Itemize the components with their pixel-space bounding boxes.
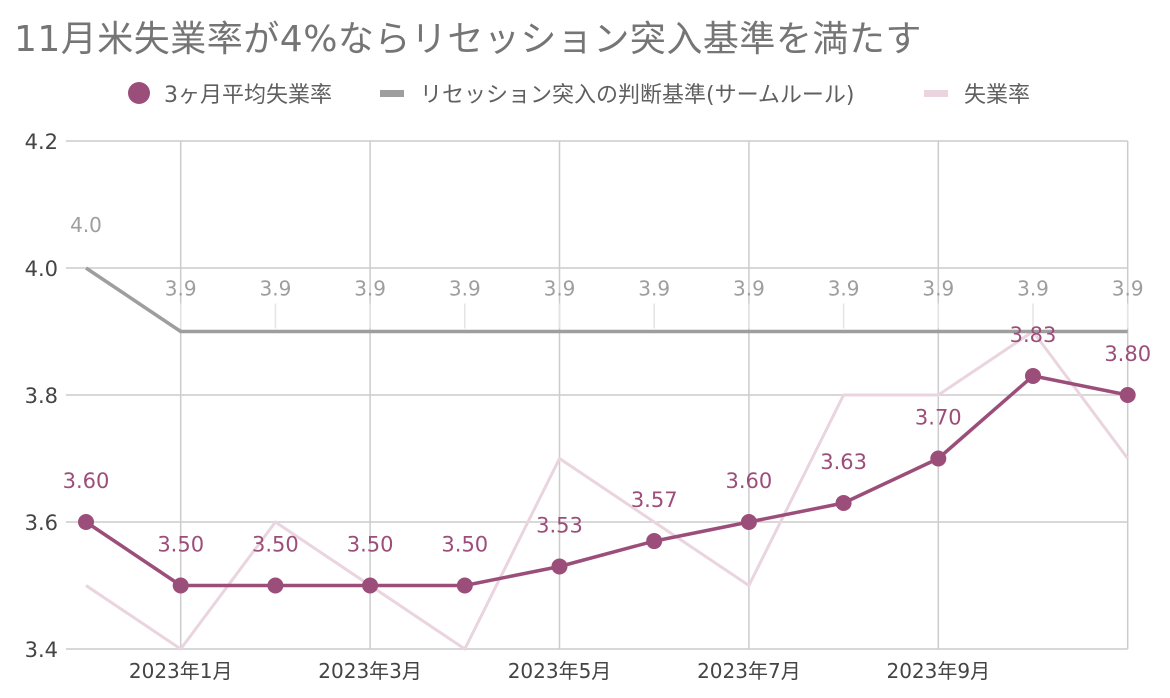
- data-label-sahm-rule: 3.9: [449, 277, 481, 301]
- y-tick-label: 3.4: [25, 638, 58, 662]
- data-label-sahm-rule: 3.9: [165, 277, 197, 301]
- data-label-avg: 3.50: [252, 533, 299, 557]
- legend-item-unemployment: 失業率: [924, 76, 1030, 110]
- series-line-sahm-rule: [85, 266, 1128, 334]
- data-label-sahm-rule: 3.9: [638, 277, 670, 301]
- legend-label-sahm-rule: リセッション突入の判断基準(サームルール): [420, 83, 855, 108]
- data-label-avg: 3.83: [1010, 323, 1057, 347]
- data-label-avg: 3.50: [157, 533, 204, 557]
- y-tick-label: 4.2: [25, 130, 58, 154]
- data-label-sahm-rule: 3.9: [828, 277, 860, 301]
- data-point-avg: [1025, 367, 1041, 384]
- data-label-avg: 3.60: [63, 469, 110, 493]
- data-label-sahm-rule: 3.9: [544, 277, 576, 301]
- chart-title: 11月米失業率が4%ならリセッション突入基準を満たす: [14, 19, 922, 60]
- legend-label-avg: 3ヶ月平均失業率: [164, 83, 332, 108]
- x-tick-label: 2023年7月: [697, 659, 801, 683]
- x-tick-label: 2023年1月: [129, 659, 233, 683]
- series-line-unemployment: [85, 330, 1129, 651]
- y-tick-label: 4.0: [25, 257, 58, 281]
- legend-item-avg: 3ヶ月平均失業率: [128, 76, 332, 110]
- data-label-sahm-rule: 3.9: [354, 277, 386, 301]
- data-point-avg: [835, 494, 852, 511]
- legend-marker-unemployment: [924, 89, 948, 97]
- data-label-avg: 3.70: [915, 406, 962, 430]
- data-label-avg: 3.50: [441, 533, 488, 557]
- x-tick-label: 2023年9月: [886, 659, 990, 683]
- data-point-avg: [646, 533, 663, 550]
- legend-marker-avg: [128, 82, 150, 104]
- data-label-sahm-rule: 3.9: [1112, 277, 1144, 301]
- data-point-avg: [362, 577, 379, 594]
- legend-item-sahm-rule: リセッション突入の判断基準(サームルール): [380, 76, 855, 110]
- x-tick-label: 2023年5月: [508, 659, 612, 683]
- data-label-sahm-rule: 3.9: [733, 277, 765, 301]
- y-tick-label: 3.8: [25, 384, 58, 408]
- data-label-sahm-rule: 3.9: [1017, 277, 1049, 301]
- y-tick-label: 3.6: [25, 511, 58, 535]
- series-line-avg: [85, 374, 1129, 588]
- data-point-avg: [267, 577, 284, 594]
- data-point-avg: [740, 514, 757, 530]
- x-tick-label: 2023年3月: [318, 659, 422, 683]
- data-label-avg: 3.50: [347, 533, 394, 557]
- data-label-sahm-rule: 3.9: [259, 277, 291, 301]
- data-label-avg: 3.80: [1104, 342, 1151, 366]
- legend-marker-sahm-rule: [380, 89, 404, 97]
- data-label-avg: 3.53: [536, 513, 583, 537]
- data-point-avg: [1119, 387, 1136, 403]
- legend: 3ヶ月平均失業率 リセッション突入の判断基準(サームルール) 失業率: [0, 76, 1170, 110]
- data-point-avg: [456, 577, 473, 594]
- legend-label-unemployment: 失業率: [964, 83, 1031, 108]
- data-label-sahm-rule: 3.9: [922, 277, 954, 301]
- data-point-avg: [930, 450, 947, 467]
- data-label-avg: 3.57: [631, 488, 678, 512]
- data-label-sahm-rule: 4.0: [70, 213, 102, 237]
- data-point-avg: [172, 577, 189, 594]
- data-point-avg: [551, 558, 568, 575]
- data-label-avg: 3.60: [726, 469, 773, 493]
- data-label-avg: 3.63: [820, 450, 867, 474]
- data-point-avg: [78, 514, 94, 530]
